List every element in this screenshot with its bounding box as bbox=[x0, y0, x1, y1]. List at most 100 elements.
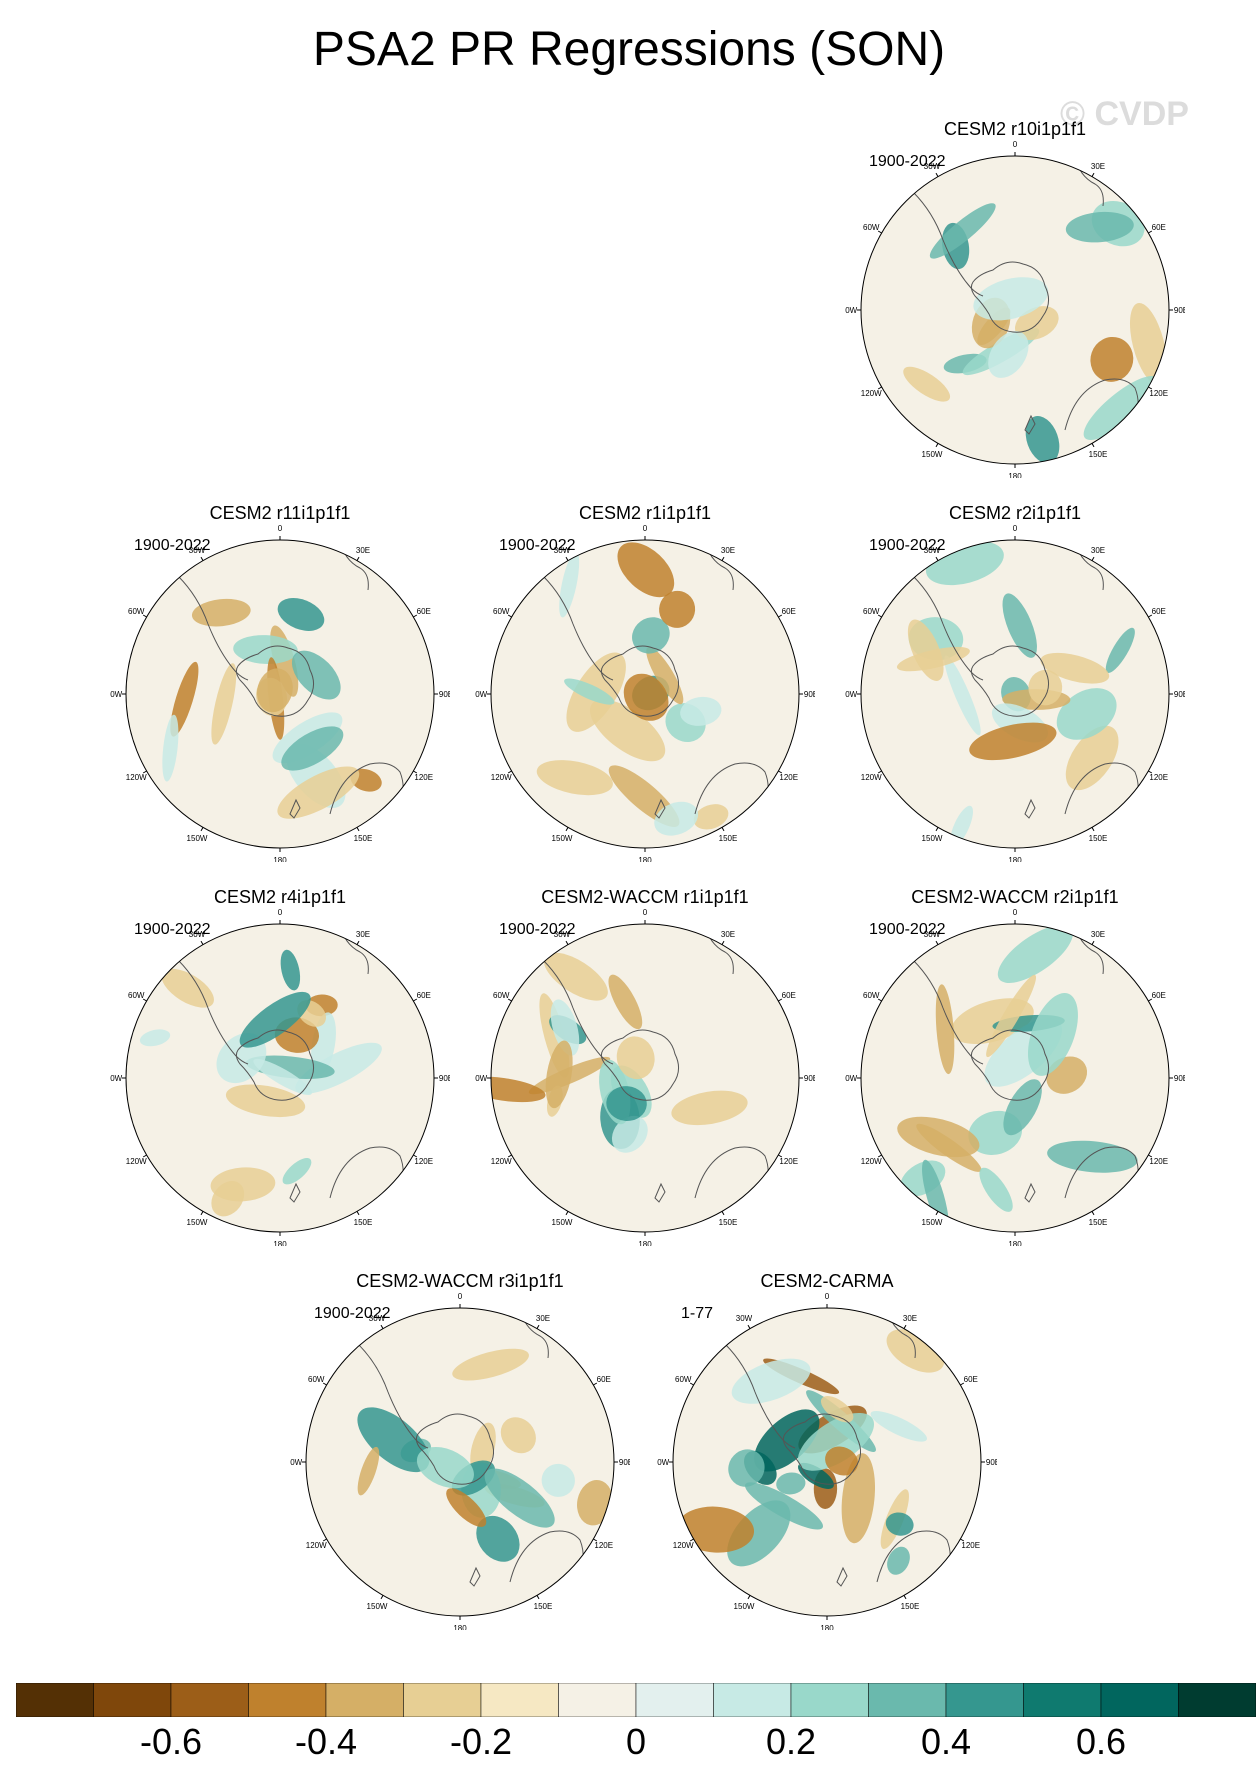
lon-tick bbox=[356, 940, 360, 945]
anomaly-contour bbox=[1090, 336, 1134, 382]
lon-label: 30E bbox=[356, 930, 370, 939]
anomaly-contour bbox=[162, 714, 179, 782]
lon-label: 30W bbox=[554, 546, 571, 555]
panel-title: CESM2-WACCM r2i1p1f1 bbox=[911, 887, 1119, 907]
lon-label: 90E bbox=[439, 690, 450, 699]
lon-label: 90E bbox=[804, 1074, 815, 1083]
lon-label: 150W bbox=[187, 834, 208, 843]
colorbar-segment bbox=[170, 1683, 249, 1717]
anomaly-contour bbox=[754, 1409, 820, 1472]
lon-label: 120E bbox=[1149, 1157, 1168, 1166]
lon-label: 120E bbox=[414, 773, 433, 782]
lon-tick bbox=[507, 998, 512, 1002]
antarctica-coastline bbox=[235, 1029, 314, 1101]
lon-tick bbox=[322, 1382, 327, 1386]
colorbar-segment bbox=[93, 1683, 172, 1717]
lon-tick bbox=[507, 1154, 512, 1158]
lon-tick bbox=[903, 1595, 907, 1600]
map-panel: CESM2 r10i1p1f1 1900-2022 0 30E 60E 90E 120E 15… bbox=[845, 118, 1185, 478]
panel-period: 1900-2022 bbox=[869, 153, 946, 170]
anomaly-contour bbox=[170, 661, 199, 737]
lon-label: 90W bbox=[845, 690, 858, 699]
lon-label: 0 bbox=[278, 524, 283, 533]
lon-label: 60W bbox=[128, 991, 145, 1000]
lon-label: 60W bbox=[493, 607, 510, 616]
colorbar-segment bbox=[945, 1683, 1024, 1717]
lon-label: 90W bbox=[110, 690, 123, 699]
lon-label: 30E bbox=[1091, 930, 1105, 939]
lon-label: 90W bbox=[475, 690, 488, 699]
lon-label: 120E bbox=[414, 1157, 433, 1166]
anomaly-contour bbox=[256, 668, 293, 713]
anomaly-contour bbox=[277, 766, 360, 819]
panel-period: 1900-2022 bbox=[499, 921, 576, 938]
lon-tick bbox=[200, 1211, 204, 1216]
lon-label: 120W bbox=[491, 1157, 512, 1166]
lon-label: 90W bbox=[475, 1074, 488, 1083]
polar-map: 0 30E 60E 90E 120E 150E 180 150W 120W 90W 60W 30W bbox=[657, 1292, 997, 1630]
lon-label: 150E bbox=[719, 1218, 738, 1227]
anomaly-contour bbox=[1040, 652, 1110, 684]
panel-title: CESM2 r11i1p1f1 bbox=[209, 503, 351, 523]
anomaly-contour bbox=[825, 1446, 859, 1476]
anomaly-contour bbox=[646, 646, 684, 705]
lon-label: 120E bbox=[1149, 773, 1168, 782]
polar-map: 0 30E 60E 90E 120E 150E 180 150W 120W 90W 60W 30W bbox=[110, 908, 450, 1246]
lon-tick bbox=[1091, 940, 1095, 945]
anomaly-contour bbox=[1129, 302, 1167, 385]
lon-label: 60E bbox=[1152, 607, 1166, 616]
anomaly-contour bbox=[550, 999, 580, 1056]
lon-label: 0 bbox=[643, 524, 648, 533]
anomaly-contour bbox=[728, 1449, 765, 1487]
lon-label: 30W bbox=[189, 546, 206, 555]
anomaly-contour bbox=[277, 597, 325, 631]
lon-tick bbox=[565, 1211, 569, 1216]
lon-label: 60E bbox=[782, 991, 796, 1000]
lon-label: 150E bbox=[1089, 834, 1108, 843]
anomaly-contour bbox=[280, 949, 301, 991]
lon-tick bbox=[1091, 1211, 1095, 1216]
lon-tick bbox=[935, 443, 939, 448]
polar-map: 0 30E 60E 90E 120E 150E 180 150W 120W 90W 60W 30W bbox=[475, 524, 815, 862]
lon-label: 150E bbox=[354, 1218, 373, 1227]
lon-label: 30E bbox=[536, 1314, 550, 1323]
anomaly-contour bbox=[452, 1348, 529, 1381]
lon-label: 150E bbox=[354, 834, 373, 843]
anomaly-contour bbox=[357, 1407, 430, 1473]
lon-label: 60E bbox=[964, 1375, 978, 1384]
lon-tick bbox=[380, 1324, 384, 1329]
lon-label: 120W bbox=[861, 389, 882, 398]
south-america-coastline bbox=[177, 575, 249, 681]
map-panel: CESM2-CARMA 1-77 0 30E 60E 90E 120E 150E 180 150W… bbox=[657, 1270, 997, 1630]
lon-label: 90W bbox=[845, 1074, 858, 1083]
anomaly-contour bbox=[577, 1479, 613, 1526]
lon-tick bbox=[413, 770, 418, 774]
anomaly-contour bbox=[1083, 376, 1159, 440]
lon-label: 30E bbox=[1091, 546, 1105, 555]
anomaly-contour bbox=[606, 1086, 647, 1121]
antarctica-coastline bbox=[235, 645, 314, 717]
lon-label: 90W bbox=[110, 1074, 123, 1083]
lon-tick bbox=[356, 827, 360, 832]
anomaly-contour bbox=[659, 590, 696, 628]
anomaly-contour bbox=[820, 1396, 854, 1423]
map-panel: CESM2 r11i1p1f1 1900-2022 0 30E 60E 90E 120E 15… bbox=[110, 502, 450, 862]
lon-label: 90W bbox=[290, 1458, 303, 1467]
lon-tick bbox=[721, 827, 725, 832]
antarctica-coastline bbox=[782, 1413, 861, 1485]
lon-tick bbox=[142, 770, 147, 774]
anomaly-contour bbox=[979, 1167, 1013, 1212]
polar-map: 0 30E 60E 90E 120E 150E 180 150W 120W 90W 60W 30W bbox=[290, 1292, 630, 1630]
panel-title: CESM2 r1i1p1f1 bbox=[578, 503, 712, 523]
lon-tick bbox=[935, 172, 939, 177]
panel-title: CESM2-WACCM r3i1p1f1 bbox=[356, 1271, 564, 1291]
lon-label: 180 bbox=[638, 856, 652, 862]
south-america-coastline bbox=[542, 575, 614, 681]
panel-title: CESM2-CARMA bbox=[760, 1271, 894, 1291]
lon-tick bbox=[935, 827, 939, 832]
anomaly-contour bbox=[564, 678, 615, 705]
lon-tick bbox=[1091, 172, 1095, 177]
lon-tick bbox=[689, 1382, 694, 1386]
lon-tick bbox=[877, 614, 882, 618]
